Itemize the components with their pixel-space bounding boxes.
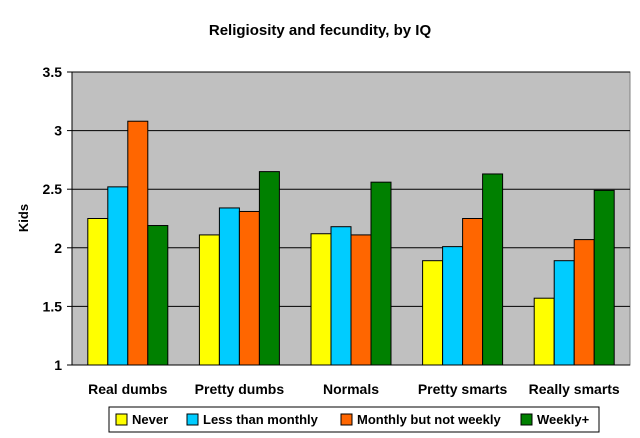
y-tick-label: 2.5 [43, 181, 63, 197]
x-category-label: Pretty smarts [418, 381, 508, 397]
legend-swatch [340, 413, 353, 426]
bar-weekly--really-smarts [593, 189, 615, 366]
bar-less-than-monthly-real-dumbs [107, 186, 129, 366]
chart-title: Religiosity and fecundity, by IQ [209, 22, 432, 39]
bar-less-than-monthly-normals [330, 226, 352, 366]
bar-weekly--real-dumbs [147, 225, 169, 366]
x-category-label: Normals [323, 381, 379, 397]
x-category-label: Real dumbs [88, 381, 168, 397]
bar-never-really-smarts [533, 297, 555, 366]
legend-swatch [186, 413, 199, 426]
bar-never-normals [310, 233, 332, 366]
legend-label: Monthly but not weekly [357, 412, 501, 427]
y-tick-label: 2 [54, 240, 62, 256]
bar-less-than-monthly-pretty-smarts [442, 246, 464, 366]
legend-label: Less than monthly [203, 412, 319, 427]
y-tick-label: 3 [54, 123, 62, 139]
legend-swatch [520, 413, 533, 426]
legend-label: Never [132, 412, 168, 427]
bar-never-real-dumbs [87, 218, 109, 366]
bar-never-pretty-smarts [422, 260, 444, 366]
bar-less-than-monthly-pretty-dumbs [218, 207, 240, 366]
bar-weekly--pretty-dumbs [258, 171, 280, 366]
legend-label: Weekly+ [537, 412, 590, 427]
bar-monthly-but-not-weekly-really-smarts [573, 239, 595, 366]
y-tick-label: 3.5 [43, 64, 63, 80]
x-category-label: Pretty dumbs [195, 381, 285, 397]
legend-swatch [115, 413, 128, 426]
bar-less-than-monthly-really-smarts [553, 260, 575, 366]
bar-monthly-but-not-weekly-pretty-dumbs [238, 210, 260, 366]
bar-never-pretty-dumbs [198, 234, 220, 366]
bar-monthly-but-not-weekly-normals [350, 234, 372, 366]
bar-weekly--pretty-smarts [482, 173, 504, 366]
bar-weekly--normals [370, 181, 392, 366]
bar-monthly-but-not-weekly-pretty-smarts [462, 218, 484, 366]
plot-area: 1 1.5 2 2.5 3 3.5 Real dumbs Pretty dumbs Normal… [43, 64, 631, 397]
y-tick-label: 1 [54, 357, 62, 373]
legend: Never Less than monthly Monthly but not we… [108, 406, 600, 433]
y-axis-label: Kids [16, 204, 31, 232]
y-tick-label: 1.5 [43, 298, 63, 314]
bar-monthly-but-not-weekly-real-dumbs [127, 120, 149, 366]
x-category-label: Really smarts [529, 381, 620, 397]
